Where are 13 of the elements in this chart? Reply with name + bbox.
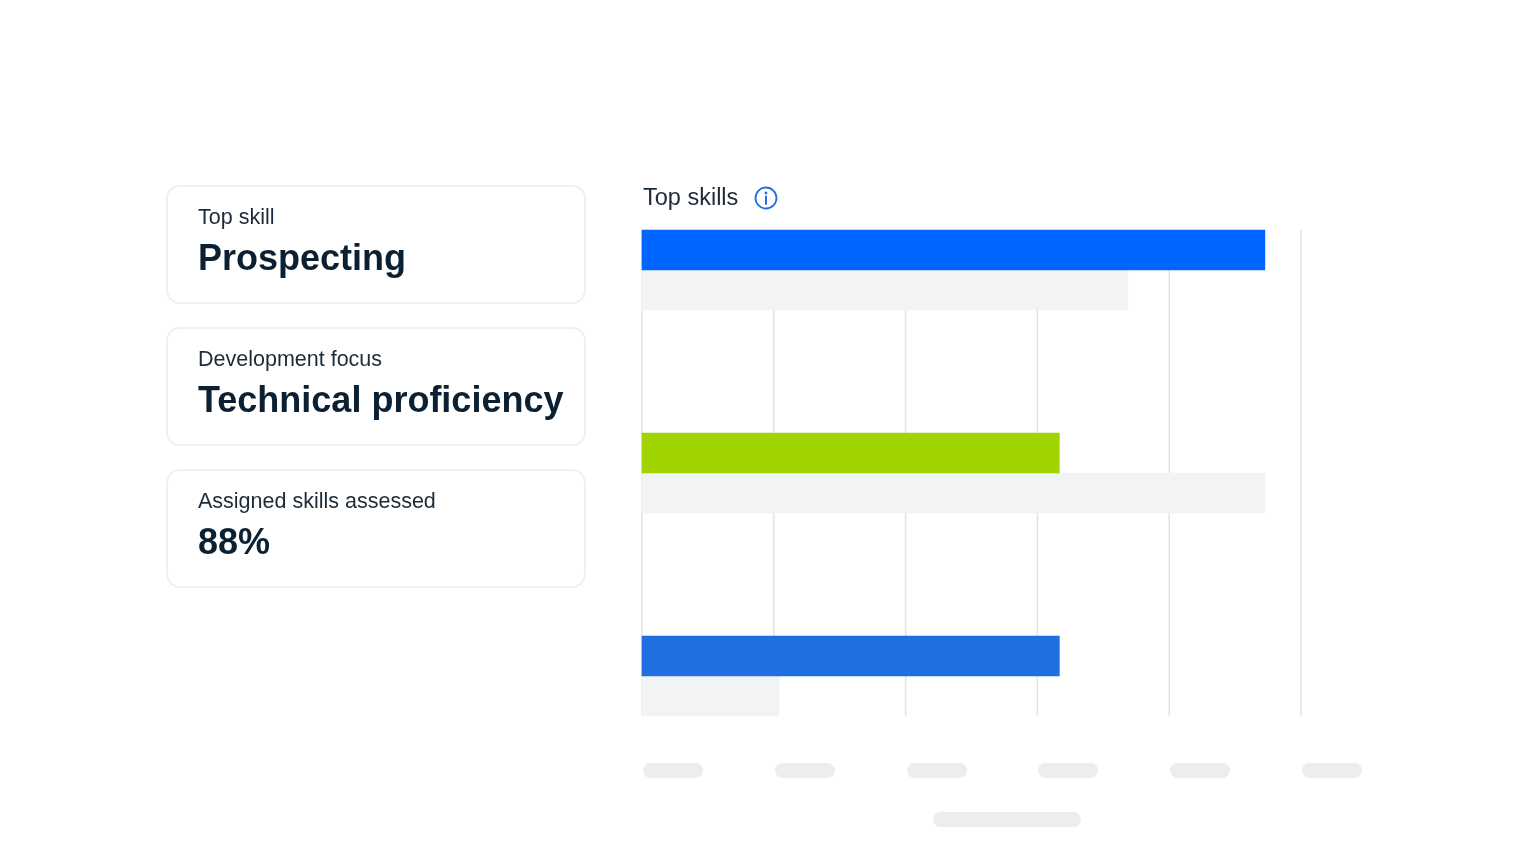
bar bbox=[641, 635, 1060, 677]
bar bbox=[641, 472, 1266, 514]
text: Assigned skills assessed bbox=[198, 488, 436, 514]
chart-title: Top skills bbox=[643, 183, 739, 211]
bar bbox=[641, 675, 780, 717]
bar bbox=[641, 432, 1060, 474]
bar bbox=[641, 229, 1266, 271]
text: 88% bbox=[198, 521, 271, 563]
text: Development focus bbox=[198, 346, 383, 372]
text: Technical proficiency bbox=[198, 379, 564, 421]
text: Top skill bbox=[198, 204, 275, 230]
bar bbox=[641, 269, 1129, 311]
text: Prospecting bbox=[198, 237, 407, 279]
